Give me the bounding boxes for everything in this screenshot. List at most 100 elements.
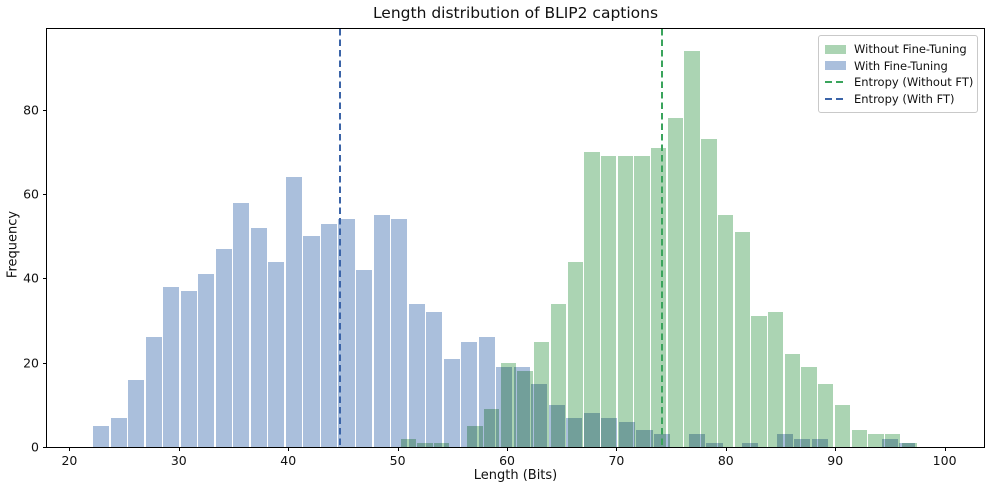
histogram-bar	[601, 417, 618, 447]
histogram-bar	[548, 404, 565, 447]
chart-title: Length distribution of BLIP2 captions	[372, 4, 659, 22]
histogram-bar	[834, 404, 851, 447]
histogram-bar	[145, 337, 162, 447]
histogram-bar	[811, 438, 828, 447]
histogram-bar	[881, 438, 898, 447]
histogram-bar	[584, 152, 600, 447]
histogram-bar	[180, 291, 197, 447]
x-tick-label: 20	[61, 453, 78, 468]
x-tick-mark	[835, 447, 837, 451]
histogram-bar	[391, 219, 408, 447]
legend-label: Without Fine-Tuning	[854, 42, 967, 57]
histogram-bar	[443, 358, 460, 447]
histogram-bar	[233, 202, 250, 447]
histogram-bar	[338, 219, 355, 447]
histogram-bar	[717, 215, 734, 447]
histogram-bar	[531, 383, 548, 447]
histogram-bar	[768, 312, 784, 447]
y-tick-mark	[43, 362, 47, 364]
y-tick-mark	[43, 109, 47, 111]
x-tick-mark	[288, 447, 290, 451]
histogram-bar	[688, 434, 706, 447]
histogram-bar	[618, 421, 635, 447]
x-tick-label: 40	[280, 453, 297, 468]
x-tick-mark	[725, 447, 727, 451]
histogram-bar	[250, 227, 267, 447]
histogram-bar	[684, 50, 700, 447]
histogram-bar	[496, 366, 513, 447]
histogram-bar	[285, 177, 302, 447]
entropy-vline	[661, 29, 664, 447]
histogram-bar	[706, 442, 723, 447]
legend-item: With Fine-Tuning	[825, 58, 970, 75]
legend-dashed-line-icon	[825, 81, 854, 84]
histogram-bar	[93, 425, 110, 447]
histogram-bar	[198, 274, 215, 447]
y-tick-mark	[43, 278, 47, 280]
y-tick-label: 20	[23, 355, 39, 371]
histogram-bar	[128, 379, 145, 447]
histogram-bar	[794, 438, 811, 447]
legend-label: Entropy (Without FT)	[854, 75, 974, 90]
histogram-bar	[400, 438, 416, 447]
histogram-bar	[851, 430, 867, 447]
histogram-bar	[751, 316, 767, 447]
legend-item: Without Fine-Tuning	[825, 41, 970, 58]
x-tick-label: 80	[717, 453, 734, 468]
legend-label: With Fine-Tuning	[854, 58, 948, 73]
histogram-bar	[734, 232, 750, 447]
histogram-bar	[478, 337, 495, 447]
histogram-bar	[651, 147, 667, 447]
histogram-bar	[373, 215, 390, 447]
legend-item: Entropy (With FT)	[825, 91, 970, 108]
histogram-bar	[741, 442, 758, 447]
histogram-bar	[583, 413, 600, 447]
histogram-bar	[899, 442, 916, 447]
legend-patch-icon	[825, 44, 854, 54]
x-tick-label: 50	[389, 453, 406, 468]
x-tick-label: 90	[827, 453, 844, 468]
histogram-bar	[617, 156, 633, 447]
histogram-bar	[426, 312, 443, 447]
y-tick-label: 40	[23, 270, 39, 286]
histogram-bar	[566, 417, 583, 447]
histogram-bar	[801, 366, 817, 447]
x-axis-label: Length (Bits)	[473, 468, 558, 483]
histogram-bar	[600, 156, 617, 447]
x-tick-label: 30	[170, 453, 187, 468]
histogram-bar	[355, 270, 373, 447]
y-tick-label: 60	[23, 186, 39, 202]
x-tick-label: 70	[608, 453, 625, 468]
x-tick-mark	[944, 447, 946, 451]
histogram-bar	[408, 303, 425, 447]
histogram-bar	[320, 223, 338, 447]
histogram-bar	[776, 434, 793, 447]
x-tick-label: 60	[499, 453, 515, 468]
x-tick-mark	[616, 447, 618, 451]
histogram-bar	[268, 261, 285, 447]
legend-dashed-line-icon	[825, 97, 854, 100]
histogram-bar	[163, 286, 180, 447]
histogram-bar	[784, 354, 801, 447]
y-tick-mark	[43, 447, 47, 448]
histogram-bar	[461, 341, 478, 447]
histogram-bar	[303, 236, 320, 447]
y-tick-mark	[43, 194, 47, 196]
legend-item: Entropy (Without FT)	[825, 74, 974, 91]
y-tick-label: 0	[31, 439, 39, 455]
histogram-bar	[667, 118, 684, 447]
y-tick-label: 80	[23, 102, 39, 118]
histogram-bar	[636, 430, 653, 447]
x-tick-mark	[507, 447, 509, 451]
histogram-bar	[417, 442, 433, 447]
legend: Without Fine-Tuning With Fine-Tuning Entro…	[818, 35, 978, 113]
histogram-bar	[868, 434, 884, 447]
histogram-bar	[634, 156, 650, 447]
histogram-bar	[110, 417, 127, 447]
histogram-bar	[567, 261, 583, 447]
x-tick-mark	[69, 447, 71, 451]
legend-patch-icon	[825, 61, 854, 71]
histogram-bar	[215, 248, 232, 447]
x-tick-mark	[178, 447, 180, 451]
